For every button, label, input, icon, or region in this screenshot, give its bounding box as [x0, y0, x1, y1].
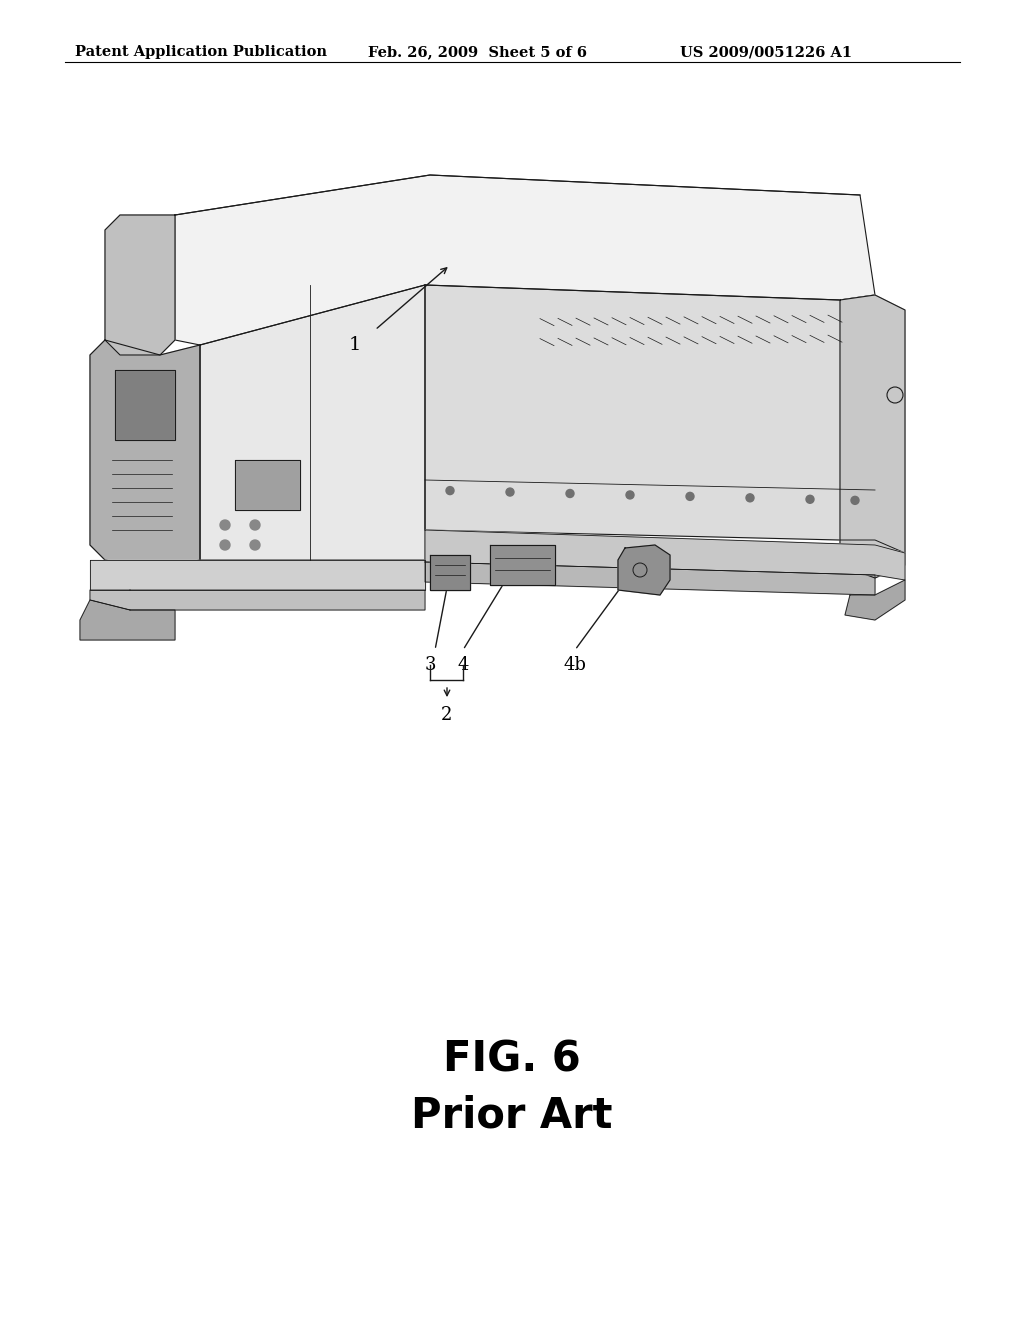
- Text: FIG. 6: FIG. 6: [443, 1039, 581, 1081]
- Circle shape: [220, 520, 230, 531]
- Polygon shape: [425, 562, 874, 595]
- Circle shape: [446, 487, 454, 495]
- Text: 2: 2: [441, 706, 453, 723]
- Circle shape: [250, 540, 260, 550]
- Text: US 2009/0051226 A1: US 2009/0051226 A1: [680, 45, 852, 59]
- Polygon shape: [430, 554, 470, 590]
- Text: 1: 1: [349, 337, 361, 354]
- Circle shape: [746, 494, 754, 502]
- Circle shape: [250, 520, 260, 531]
- Text: Patent Application Publication: Patent Application Publication: [75, 45, 327, 59]
- Polygon shape: [105, 215, 175, 355]
- Polygon shape: [425, 285, 874, 540]
- Circle shape: [851, 496, 859, 504]
- Text: 3: 3: [424, 656, 436, 675]
- Polygon shape: [845, 579, 905, 620]
- Polygon shape: [90, 341, 200, 570]
- Circle shape: [626, 491, 634, 499]
- Polygon shape: [80, 601, 175, 640]
- Polygon shape: [234, 459, 300, 510]
- Text: 4b: 4b: [563, 656, 587, 675]
- Text: Prior Art: Prior Art: [412, 1094, 612, 1137]
- Polygon shape: [200, 285, 425, 560]
- Text: 4: 4: [458, 656, 469, 675]
- Polygon shape: [175, 176, 874, 345]
- Polygon shape: [115, 370, 175, 440]
- Polygon shape: [425, 531, 905, 579]
- Polygon shape: [618, 545, 670, 595]
- Circle shape: [220, 540, 230, 550]
- Polygon shape: [90, 590, 425, 610]
- Polygon shape: [90, 560, 425, 590]
- Circle shape: [566, 490, 574, 498]
- Polygon shape: [840, 294, 905, 578]
- Circle shape: [806, 495, 814, 503]
- Circle shape: [686, 492, 694, 500]
- Polygon shape: [490, 545, 555, 585]
- Circle shape: [506, 488, 514, 496]
- Text: Feb. 26, 2009  Sheet 5 of 6: Feb. 26, 2009 Sheet 5 of 6: [368, 45, 587, 59]
